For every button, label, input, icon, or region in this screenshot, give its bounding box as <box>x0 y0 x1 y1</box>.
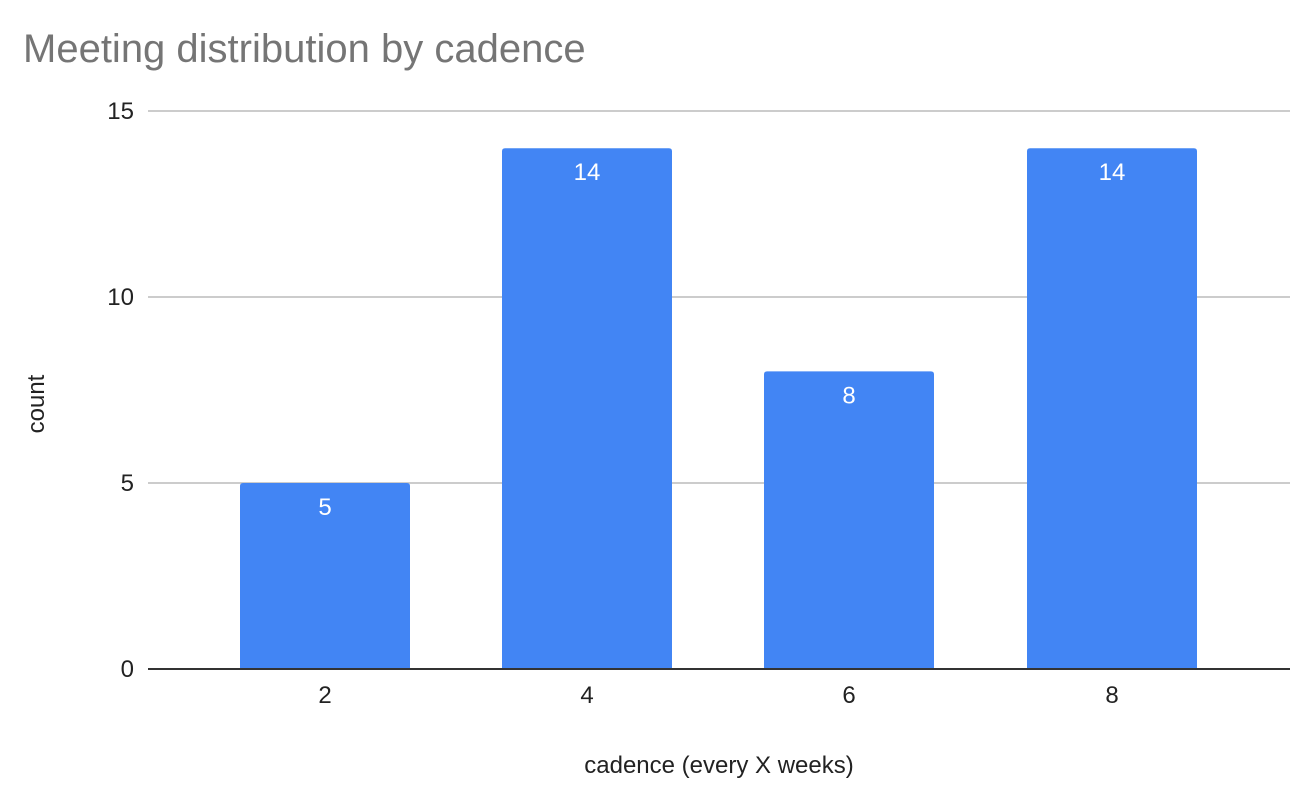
x-axis-ticks: 2 4 6 8 <box>318 682 1118 709</box>
bar-8 <box>1027 148 1197 669</box>
y-axis-title: count <box>23 374 50 433</box>
y-tick-label: 10 <box>107 284 134 311</box>
bar-4 <box>502 148 672 669</box>
bar-6 <box>764 371 934 669</box>
y-tick-label: 5 <box>121 470 134 497</box>
x-axis-title: cadence (every X weeks) <box>584 752 853 779</box>
x-tick-label: 2 <box>318 682 331 709</box>
x-tick-label: 6 <box>842 682 855 709</box>
y-tick-label: 15 <box>107 98 134 125</box>
data-label: 8 <box>842 382 855 409</box>
x-tick-label: 4 <box>580 682 593 709</box>
data-label: 5 <box>318 494 331 521</box>
data-labels: 5 14 8 14 <box>318 159 1125 521</box>
x-tick-label: 8 <box>1105 682 1118 709</box>
bars <box>240 148 1197 669</box>
data-label: 14 <box>1099 159 1126 186</box>
data-label: 14 <box>574 159 601 186</box>
y-axis-ticks: 0 5 10 15 <box>107 98 134 683</box>
chart-title: Meeting distribution by cadence <box>23 27 586 71</box>
y-tick-label: 0 <box>121 656 134 683</box>
bar-2 <box>240 483 410 669</box>
